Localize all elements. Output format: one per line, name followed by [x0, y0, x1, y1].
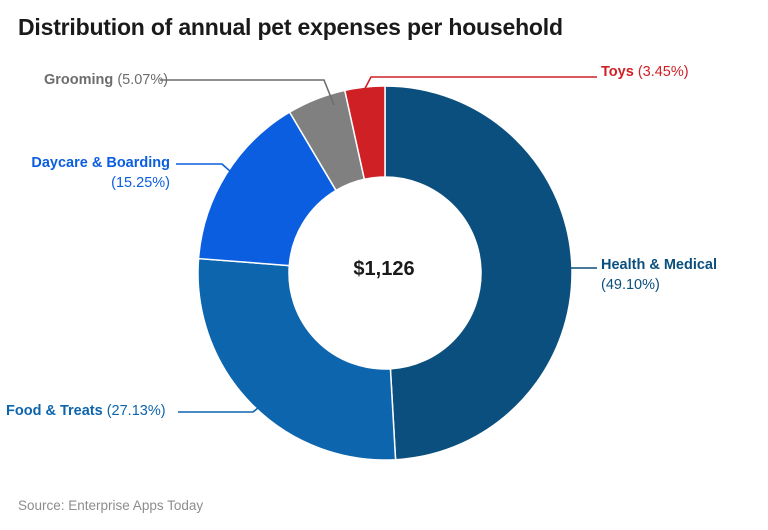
slice-label-daycare-name: Daycare & Boarding — [31, 155, 170, 171]
donut-slice-food-treats[interactable] — [197, 257, 397, 461]
leader-line-toys — [360, 76, 597, 97]
slice-label-grooming-name: Grooming — [44, 72, 114, 88]
leader-line-food — [178, 399, 269, 413]
slice-label-toys: Toys (3.45%) — [601, 62, 689, 82]
leader-line-daycare — [176, 163, 241, 181]
leader-lines — [160, 76, 597, 413]
page-title: Distribution of annual pet expenses per … — [18, 14, 563, 40]
leader-line-grooming — [160, 79, 335, 106]
donut-slice-toys[interactable] — [343, 85, 386, 181]
slice-label-food-name: Food & Treats — [6, 403, 103, 419]
slice-label-health-name: Health & Medical — [601, 257, 718, 273]
slice-label-health: Health & Medical (49.10%) — [601, 255, 717, 295]
slice-label-toys-percent: (3.45%) — [637, 64, 689, 80]
slice-label-grooming: Grooming (5.07%) — [44, 70, 168, 90]
slice-label-food: Food & Treats (27.13%) — [6, 401, 166, 421]
donut-slices — [197, 85, 573, 461]
slice-label-health-percent: (49.10%) — [601, 277, 660, 293]
donut-slice-health-medical[interactable] — [384, 85, 573, 461]
source-note: Source: Enterprise Apps Today — [18, 498, 204, 513]
slice-label-food-percent: (27.13%) — [106, 403, 166, 419]
slice-label-daycare-percent: (15.25%) — [111, 175, 170, 191]
slice-label-toys-name: Toys — [601, 64, 634, 80]
slice-label-grooming-percent: (5.07%) — [117, 72, 169, 88]
slice-label-daycare: Daycare & Boarding (15.25%) — [30, 153, 170, 193]
